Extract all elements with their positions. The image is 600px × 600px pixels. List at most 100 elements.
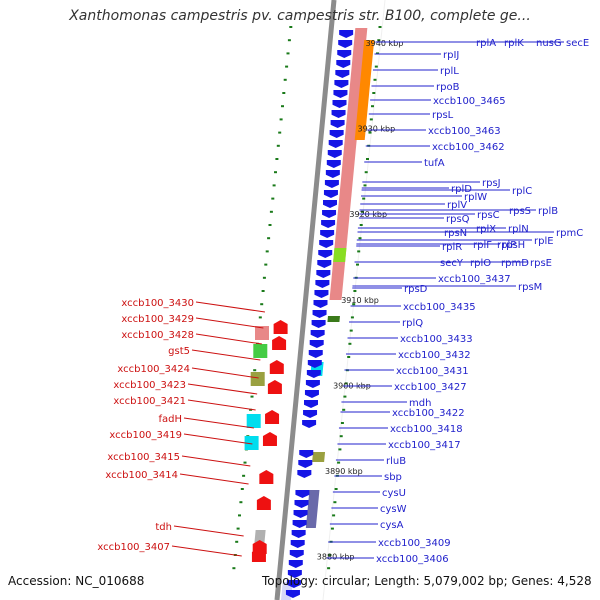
forward-gene-arrow bbox=[316, 270, 331, 278]
forward-gene-arrow bbox=[322, 210, 337, 218]
gene-label-rple: rplE bbox=[534, 236, 554, 247]
gene-label-xccb100-3423: xccb100_3423 bbox=[113, 380, 186, 391]
gene-label-gst5: gst5 bbox=[168, 346, 190, 357]
tick-mark bbox=[271, 197, 275, 200]
tick-mark bbox=[338, 448, 342, 451]
kbp-label-3910: 3910 kbp bbox=[341, 296, 379, 305]
tick-mark bbox=[332, 514, 336, 517]
forward-gene-arrow bbox=[297, 470, 312, 478]
tick-mark bbox=[337, 461, 341, 464]
tick-mark bbox=[366, 158, 369, 160]
tick-mark bbox=[262, 276, 266, 279]
forward-gene-arrow bbox=[334, 80, 349, 88]
tick-mark bbox=[368, 131, 372, 134]
forward-gene-arrow bbox=[290, 540, 305, 548]
forward-gene-arrow bbox=[328, 140, 343, 148]
forward-gene-arrow bbox=[304, 400, 318, 408]
gene-label-xccb100-3415: xccb100_3415 bbox=[107, 452, 180, 463]
gene-label-rplr: rplR bbox=[442, 242, 462, 253]
leader-line-gst5 bbox=[191, 349, 261, 361]
gene-label-rpll: rplL bbox=[440, 66, 459, 77]
tick-mark bbox=[327, 567, 331, 570]
tick-mark bbox=[285, 65, 289, 68]
gene-label-xccb100-3421: xccb100_3421 bbox=[113, 396, 186, 407]
forward-gene-arrow bbox=[287, 570, 302, 578]
gene-label-rpsl: rpsL bbox=[432, 110, 454, 121]
gene-label-xccb100-3431: xccb100_3431 bbox=[396, 366, 469, 377]
gene-label-xccb100-3424: xccb100_3424 bbox=[117, 364, 190, 375]
forward-gene-arrow bbox=[339, 30, 354, 38]
dark-green-feature-block bbox=[327, 316, 340, 322]
tick-mark bbox=[279, 118, 283, 121]
tick-mark bbox=[347, 356, 351, 358]
tick-mark bbox=[333, 501, 337, 504]
gene-label-rlub: rluB bbox=[386, 456, 406, 467]
forward-gene-arrow bbox=[335, 70, 350, 78]
gene-label-rplk: rplK bbox=[504, 38, 524, 49]
gene-label-rpsc: rpsC bbox=[477, 210, 500, 221]
tick-mark bbox=[265, 250, 269, 253]
forward-gene-arrow bbox=[319, 240, 334, 248]
forward-gene-arrow bbox=[333, 90, 348, 98]
forward-gene-arrow bbox=[338, 40, 353, 48]
forward-gene-arrow bbox=[323, 190, 338, 198]
forward-gene-arrow bbox=[313, 300, 328, 308]
tick-mark bbox=[258, 316, 262, 319]
gene-label-rplc: rplC bbox=[512, 186, 532, 197]
gene-label-rpsm: rpsM bbox=[518, 282, 542, 293]
leader-line-xccb100-3429 bbox=[195, 317, 264, 329]
forward-gene-arrow bbox=[323, 200, 337, 208]
tick-mark bbox=[249, 408, 253, 411]
gene-label-xccb100-3433: xccb100_3433 bbox=[400, 334, 473, 345]
reverse-gene-arrow bbox=[267, 380, 282, 394]
gene-label-xccb100-3463: xccb100_3463 bbox=[428, 126, 501, 137]
tick-mark bbox=[371, 105, 374, 108]
gene-label-rpsq: rpsQ bbox=[446, 214, 470, 225]
tick-mark bbox=[359, 224, 363, 226]
forward-gene-arrow bbox=[327, 150, 342, 158]
leader-line-xccb100-3428 bbox=[195, 333, 262, 345]
gene-label-xccb100-3465: xccb100_3465 bbox=[433, 96, 506, 107]
tick-mark bbox=[350, 316, 354, 319]
leader-line-xccb100-3430 bbox=[195, 301, 266, 313]
gene-label-rpln: rplN bbox=[508, 224, 529, 235]
reverse-gene-arrow bbox=[251, 548, 266, 562]
gene-label-xccb100-3422: xccb100_3422 bbox=[392, 408, 465, 419]
tick-mark bbox=[340, 422, 344, 424]
forward-gene-arrow bbox=[329, 130, 344, 138]
accession-text: Accession: NC_010688 bbox=[8, 574, 145, 588]
gene-label-rpsh: rpsH bbox=[502, 240, 525, 251]
tick-mark bbox=[353, 290, 357, 292]
gene-label-tufa: tufA bbox=[424, 158, 445, 169]
forward-gene-arrow bbox=[298, 460, 313, 468]
tick-mark bbox=[236, 527, 240, 530]
tick-mark bbox=[276, 144, 280, 147]
forward-gene-arrow bbox=[314, 290, 329, 298]
gene-label-cysa: cysA bbox=[380, 520, 404, 531]
forward-gene-arrow bbox=[292, 520, 307, 528]
gene-label-tdh: tdh bbox=[155, 522, 172, 533]
gene-label-rplq: rplQ bbox=[402, 318, 423, 329]
tick-mark bbox=[232, 567, 236, 570]
gene-label-mdh: mdh bbox=[409, 398, 431, 409]
gene-label-xccb100-3418: xccb100_3418 bbox=[390, 424, 463, 435]
tick-mark bbox=[250, 395, 254, 398]
reverse-feature-block bbox=[255, 326, 269, 340]
forward-gene-arrow bbox=[330, 120, 345, 128]
tick-mark bbox=[343, 395, 347, 398]
tick-mark bbox=[253, 369, 257, 372]
forward-gene-arrow bbox=[309, 340, 324, 348]
gene-label-xccb100-3409: xccb100_3409 bbox=[378, 538, 451, 549]
forward-gene-arrow bbox=[295, 490, 310, 498]
gene-label-xccb100-3430: xccb100_3430 bbox=[121, 298, 194, 309]
genome-backbone bbox=[274, 0, 337, 600]
forward-gene-arrow bbox=[289, 550, 304, 558]
tick-mark bbox=[339, 435, 343, 438]
forward-gene-arrow bbox=[293, 510, 308, 518]
tick-mark bbox=[352, 303, 356, 306]
reverse-gene-arrow bbox=[269, 360, 284, 374]
tick-mark bbox=[268, 224, 272, 226]
leader-line-xccb100-3424 bbox=[191, 367, 259, 379]
forward-gene-arrow bbox=[308, 350, 323, 358]
